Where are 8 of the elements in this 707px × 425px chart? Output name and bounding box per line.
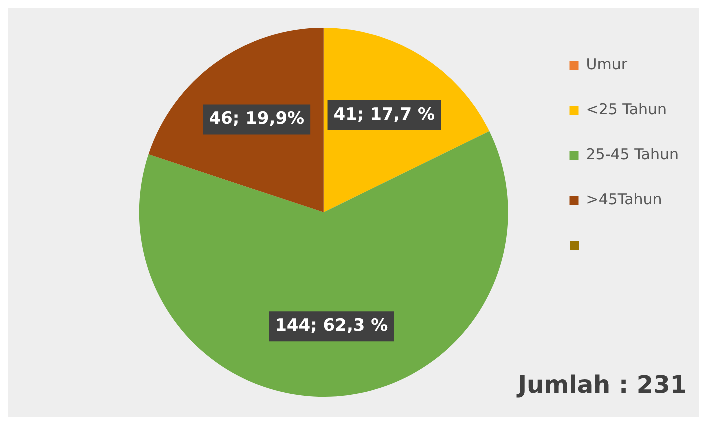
data-label: 46; 19,9%: [209, 109, 305, 130]
text: Jumlah : 231: [516, 371, 687, 400]
legend-label: Umur: [586, 55, 628, 74]
data-label: 144; 62,3 %: [275, 316, 388, 336]
data-label: 41; 17,7 %: [334, 104, 436, 125]
legend-label: >45Tahun: [586, 190, 662, 208]
legend-label: <25 Tahun: [586, 100, 668, 118]
legend-label: 25-45 Tahun: [586, 145, 680, 164]
